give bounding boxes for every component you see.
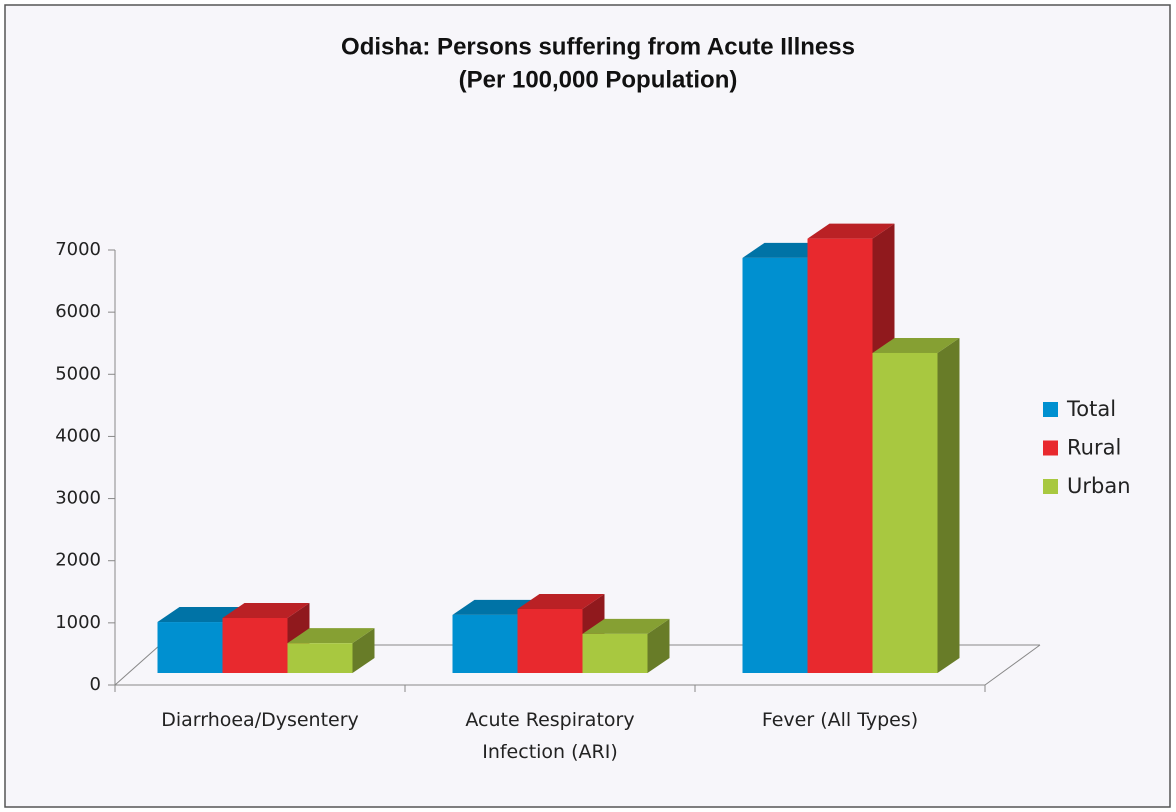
bar-top [807,223,895,239]
y-tick-label: 7000 [55,239,101,260]
bar [452,614,518,673]
bar [742,257,808,673]
y-tick-label: 0 [90,674,101,695]
legend-label: Total [1066,397,1116,421]
bar [517,608,583,673]
bar [872,352,938,673]
legend-swatch [1043,402,1058,417]
bar-side [937,337,960,673]
bar-top [582,618,670,634]
bar [582,633,648,673]
bar [807,238,873,673]
bar [287,643,353,673]
bar [157,622,223,673]
floor-right [984,644,1041,686]
x-tick-label: Fever (All Types) [761,709,919,731]
legend-label: Urban [1067,474,1131,498]
chart-frame [4,4,1171,808]
chart-title: Odisha: Persons suffering from Acute Ill… [341,33,855,60]
legend-swatch [1043,440,1058,456]
y-tick-label: 1000 [55,612,101,633]
floor-left [114,644,161,686]
legend-label: Rural [1067,436,1121,460]
bar-side [352,628,375,673]
chart-subtitle: (Per 100,000 Population) [459,66,738,93]
bar-top [872,337,960,353]
bar-top [222,603,310,619]
y-tick-label: 3000 [55,488,101,509]
x-tick-label: Diarrhoea/Dysentery [161,709,359,731]
bar-side [647,618,670,673]
y-tick-label: 5000 [55,363,101,384]
bar-top [517,593,605,609]
x-tick-label: Acute Respiratory Infection (ARI) [465,709,635,763]
bar-top [287,628,375,644]
bar [222,618,288,673]
y-tick-label: 2000 [55,550,101,571]
y-tick-label: 4000 [55,425,101,446]
legend-swatch [1043,479,1058,494]
y-tick-label: 6000 [55,301,101,322]
